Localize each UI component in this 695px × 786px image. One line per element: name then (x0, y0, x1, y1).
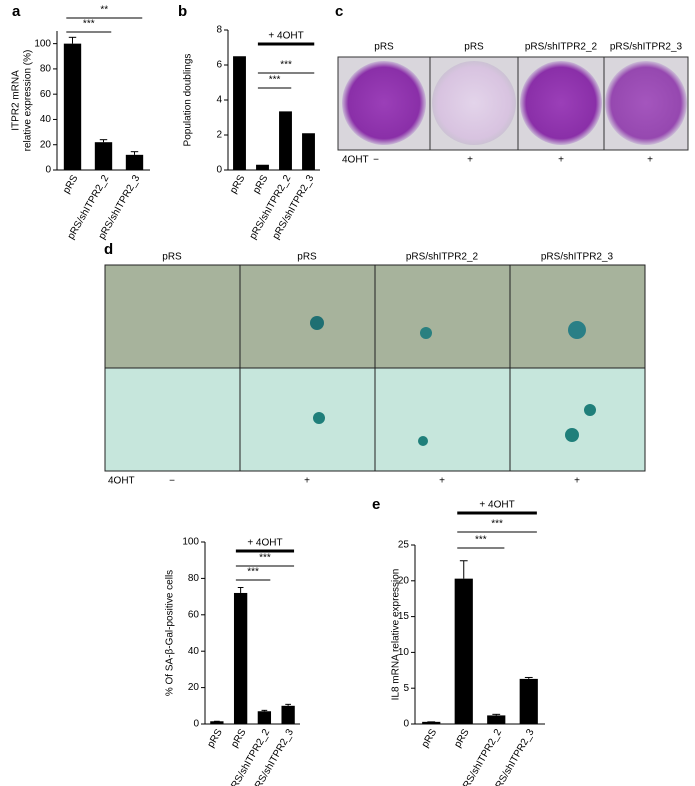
panel-letter: b (178, 3, 187, 20)
photos-c (337, 56, 689, 151)
y-tick-label: 4 (216, 95, 222, 106)
photo-label: pRS/shITPR2_3 (610, 42, 683, 53)
y-axis-label: Population doublings (183, 54, 194, 147)
x-tick-label: pRS (206, 727, 225, 750)
y-tick-label: 5 (403, 683, 409, 694)
treatment-sign: + (467, 155, 473, 166)
stain (568, 321, 586, 339)
bar (454, 578, 473, 724)
panel-letter: c (335, 3, 343, 20)
annotation: *** (83, 19, 95, 30)
photos-d (104, 264, 646, 472)
x-tick-label: pRS (228, 173, 247, 196)
treatment-sign: + (558, 155, 564, 166)
treatment-label: 4OHT (108, 476, 135, 487)
y-axis-label: ITPR2 mRNA (11, 70, 22, 131)
stain (418, 436, 428, 446)
bar (94, 142, 113, 170)
bar (281, 705, 295, 724)
photo-label: pRS/shITPR2_2 (525, 42, 598, 53)
bar (210, 721, 224, 724)
bar (302, 133, 315, 170)
y-axis-label: IL8 mRNA relative expression (391, 569, 402, 701)
y-tick-label: 100 (182, 537, 199, 548)
y-tick-label: 0 (216, 165, 222, 176)
y-tick-label: 20 (188, 682, 200, 693)
y-axis-label: relative expression (%) (23, 50, 34, 152)
annotation: *** (269, 75, 281, 86)
bar (233, 56, 246, 170)
annotation: *** (247, 567, 259, 578)
panel-letter: e (372, 496, 380, 513)
y-tick-label: 20 (40, 139, 52, 150)
annotation: + 4OHT (479, 500, 514, 511)
annotation: *** (280, 60, 292, 71)
bar (279, 111, 292, 170)
treatment-sign: + (574, 476, 580, 487)
y-tick-label: 100 (34, 38, 51, 49)
photo-label: pRS (374, 42, 394, 53)
x-tick-label: pRS (420, 727, 439, 750)
bar (257, 711, 272, 724)
y-tick-label: 0 (193, 719, 199, 730)
dish (605, 61, 687, 145)
dish (520, 61, 602, 145)
treatment-sign: + (439, 476, 445, 487)
bar (233, 592, 248, 724)
y-tick-label: 0 (403, 719, 409, 730)
y-tick-label: 6 (216, 60, 222, 71)
y-tick-label: 60 (188, 609, 200, 620)
y-tick-label: 15 (398, 611, 410, 622)
stain (310, 316, 324, 330)
photo-label: pRS/shITPR2_3 (541, 252, 614, 263)
y-tick-label: 25 (398, 540, 410, 551)
y-tick-label: 10 (398, 647, 410, 658)
y-tick-label: 40 (40, 114, 52, 125)
photo-label: pRS (464, 42, 484, 53)
bar (487, 715, 506, 724)
bar (63, 43, 82, 170)
dish (342, 61, 426, 145)
treatment-sign: + (304, 476, 310, 487)
x-tick-label: pRS (251, 173, 270, 196)
stain (584, 404, 596, 416)
stain (420, 327, 432, 339)
y-tick-label: 0 (45, 165, 51, 176)
treatment-sign: − (169, 476, 175, 487)
x-tick-label: pRS (229, 727, 248, 750)
y-tick-label: 60 (40, 89, 52, 100)
y-tick-label: 40 (188, 646, 200, 657)
stain (565, 428, 579, 442)
treatment-sign: − (373, 155, 379, 166)
annotation: *** (491, 519, 503, 530)
photo-label: pRS/shITPR2_2 (406, 252, 479, 263)
y-tick-label: 20 (398, 575, 410, 586)
y-tick-label: 80 (188, 573, 200, 584)
bar (125, 154, 144, 170)
y-axis-label: % Of SA-β-Gal-positive cells (165, 570, 176, 696)
bar (519, 678, 538, 724)
y-tick-label: 2 (216, 130, 222, 141)
bar (422, 721, 441, 724)
stain (313, 412, 325, 424)
annotation: + 4OHT (247, 538, 282, 549)
annotation: + 4OHT (268, 31, 303, 42)
panel-letter: d (104, 241, 113, 258)
annotation: *** (475, 535, 487, 546)
x-tick-label: pRS (61, 173, 80, 196)
dish (432, 61, 516, 145)
y-tick-label: 8 (216, 25, 222, 36)
annotation: *** (259, 553, 271, 564)
treatment-label: 4OHT (342, 155, 369, 166)
photo-label: pRS (162, 252, 182, 263)
bar (256, 164, 269, 170)
x-tick-label: pRS (452, 727, 471, 750)
photo-label: pRS (297, 252, 317, 263)
treatment-sign: + (647, 155, 653, 166)
y-tick-label: 80 (40, 64, 52, 75)
panel-letter: a (12, 3, 21, 20)
annotation: ** (100, 5, 108, 16)
